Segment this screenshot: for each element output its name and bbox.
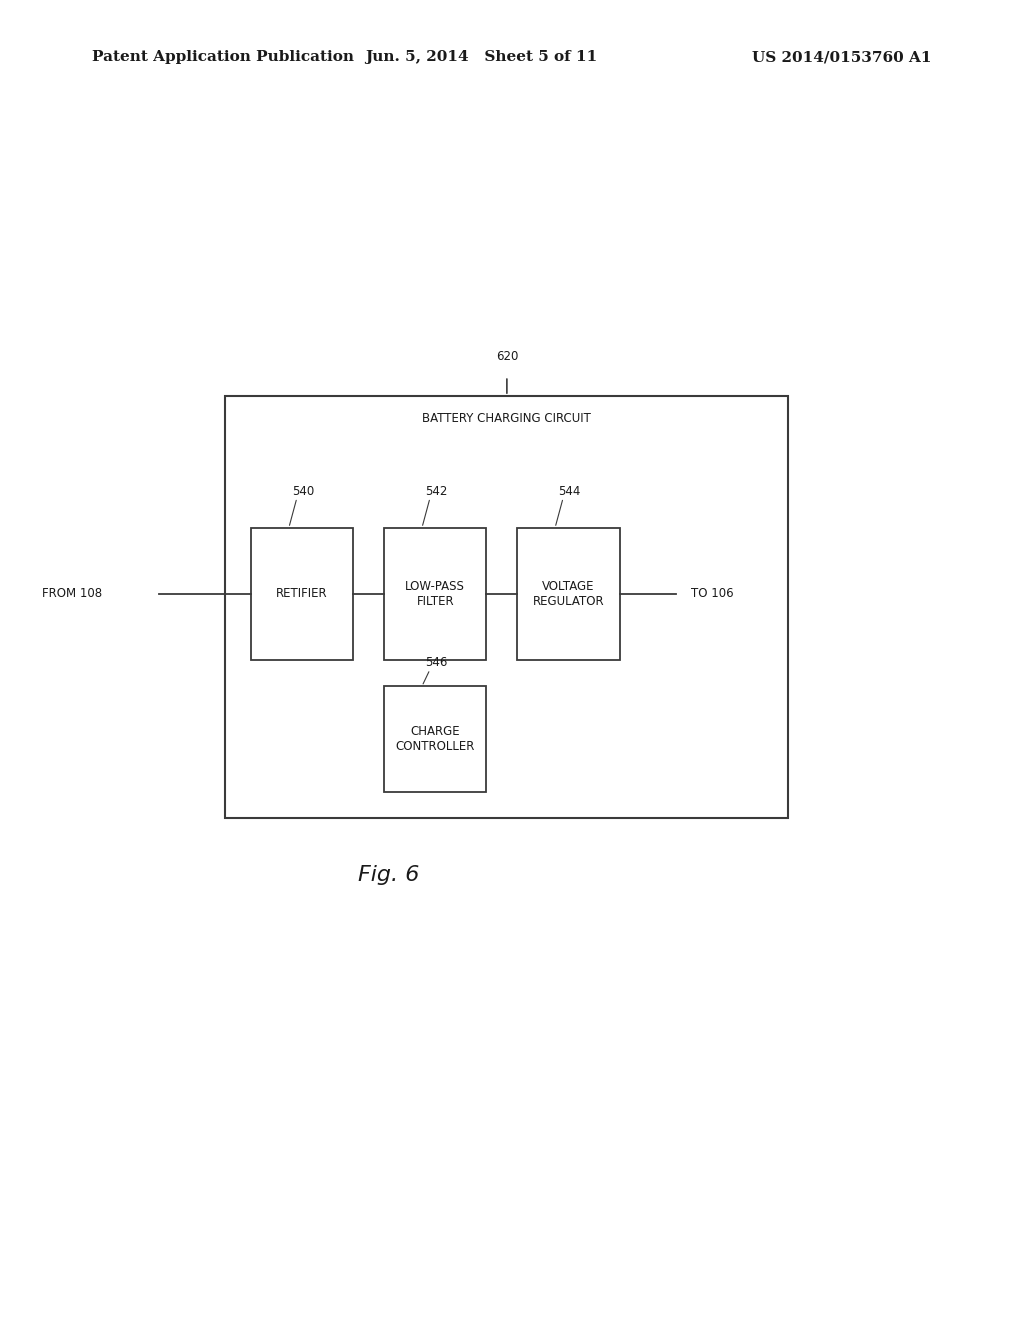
Text: 542: 542 xyxy=(425,484,447,498)
Text: 620: 620 xyxy=(496,350,518,363)
Text: BATTERY CHARGING CIRCUIT: BATTERY CHARGING CIRCUIT xyxy=(423,412,591,425)
Text: 540: 540 xyxy=(292,484,314,498)
Text: TO 106: TO 106 xyxy=(691,587,734,601)
Text: US 2014/0153760 A1: US 2014/0153760 A1 xyxy=(753,50,932,65)
Text: VOLTAGE
REGULATOR: VOLTAGE REGULATOR xyxy=(532,579,604,609)
Text: CHARGE
CONTROLLER: CHARGE CONTROLLER xyxy=(395,725,475,754)
Text: 546: 546 xyxy=(425,656,447,669)
Text: Patent Application Publication: Patent Application Publication xyxy=(92,50,354,65)
Text: Jun. 5, 2014   Sheet 5 of 11: Jun. 5, 2014 Sheet 5 of 11 xyxy=(366,50,597,65)
Text: RETIFIER: RETIFIER xyxy=(276,587,328,601)
Text: LOW-PASS
FILTER: LOW-PASS FILTER xyxy=(406,579,465,609)
Text: FROM 108: FROM 108 xyxy=(42,587,102,601)
Text: 544: 544 xyxy=(558,484,581,498)
Text: Fig. 6: Fig. 6 xyxy=(358,865,420,884)
